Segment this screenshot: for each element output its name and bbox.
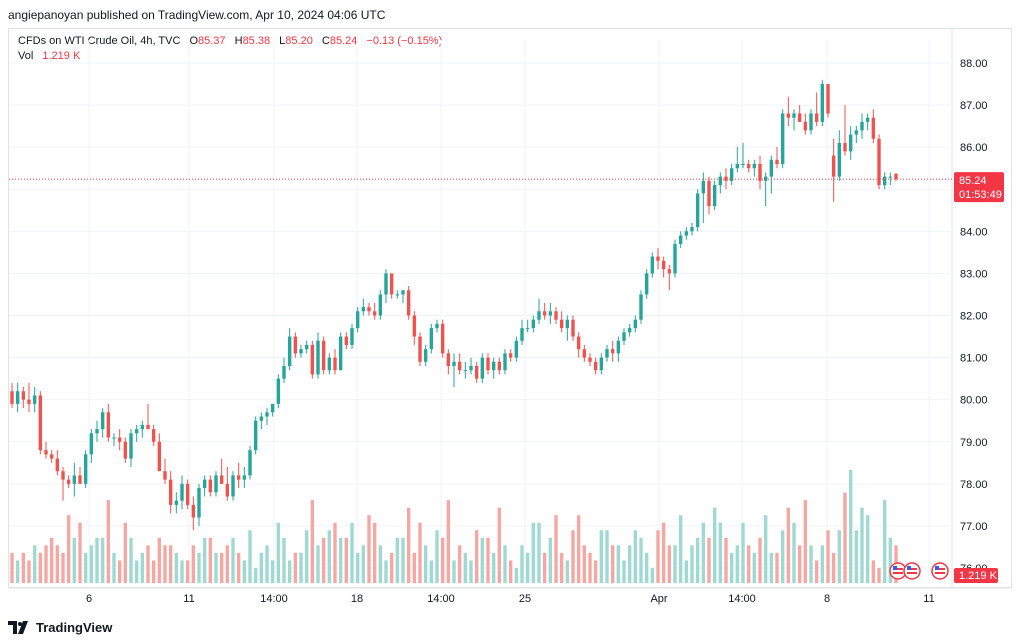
high-value: 85.38 [242, 35, 271, 47]
ohlc-row: CFDs on WTI Crude Oil, 4h, TVC O85.37 H8… [18, 34, 442, 49]
tradingview-logo-icon [8, 621, 28, 634]
symbol-name[interactable]: CFDs on WTI Crude Oil, 4h, TVC [18, 35, 181, 47]
time-axis[interactable]: 6 11 14:00 18 14:00 25 Apr 14:00 8 11 [86, 593, 935, 605]
time-tick-label: 18 [351, 593, 363, 605]
time-tick-label: 14:00 [427, 593, 455, 605]
time-tick-label: 11 [183, 593, 194, 605]
published-header: angiepanoyan published on TradingView.co… [8, 8, 386, 22]
open-label: O [189, 35, 199, 47]
time-tick-label: 14:00 [260, 593, 288, 605]
volume-value: 1.219 K [42, 50, 81, 62]
tradingview-brand: TradingView [36, 620, 113, 635]
time-tick-label: 14:00 [728, 593, 756, 605]
time-tick-label: 25 [519, 593, 531, 605]
volume-row: Vol 1.219 K [18, 49, 442, 64]
time-tick-label: 8 [824, 593, 830, 605]
high-label: H [234, 35, 243, 47]
volume-label: Vol [18, 50, 34, 62]
time-tick-label: 11 [923, 593, 934, 605]
change-value: −0.13 (−0.15%) [366, 35, 443, 47]
time-tick-label: 6 [86, 593, 92, 605]
low-label: L [279, 35, 286, 47]
tradingview-logo[interactable]: TradingView [8, 620, 112, 635]
chart-frame[interactable] [8, 28, 1012, 588]
symbol-legend: CFDs on WTI Crude Oil, 4h, TVC O85.37 H8… [18, 34, 442, 64]
close-label: C [321, 35, 330, 47]
close-value: 85.24 [329, 35, 358, 47]
time-tick-label: Apr [650, 593, 667, 605]
open-value: 85.37 [198, 35, 226, 47]
low-value: 85.20 [285, 35, 313, 47]
